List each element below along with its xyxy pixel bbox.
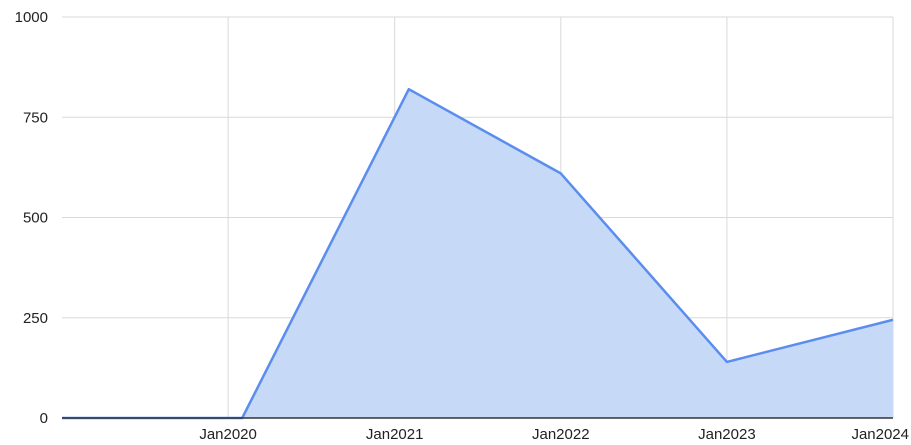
- y-tick-label: 250: [23, 310, 48, 327]
- x-tick-label: Jan2023: [698, 426, 756, 443]
- x-tick-label: Jan2020: [199, 426, 257, 443]
- y-axis-tick-labels: 0 250 500 750 1000: [15, 9, 48, 427]
- x-tick-label: Jan2022: [532, 426, 590, 443]
- x-tick-label: Jan2021: [366, 426, 424, 443]
- area-fill: [62, 89, 893, 418]
- y-tick-label: 500: [23, 210, 48, 227]
- x-tick-label: Jan2024: [851, 426, 909, 443]
- y-tick-label: 0: [40, 410, 48, 427]
- y-tick-label: 750: [23, 109, 48, 126]
- x-axis-tick-labels: Jan2020 Jan2021 Jan2022 Jan2023 Jan2024: [199, 426, 909, 443]
- y-tick-label: 1000: [15, 9, 48, 26]
